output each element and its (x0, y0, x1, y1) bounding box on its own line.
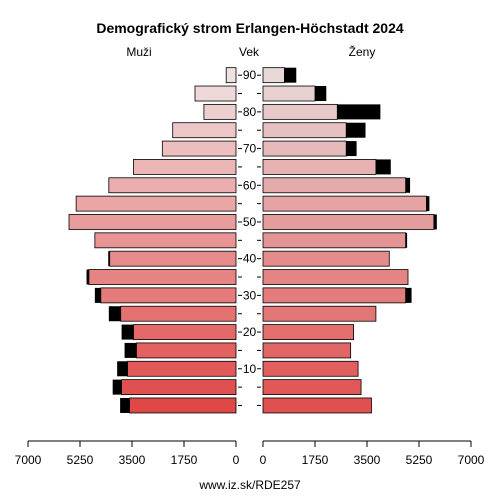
female-bar-10-14 (262, 360, 359, 377)
female-bar-15-19 (262, 342, 352, 359)
age-axis: 90 80 70 60 50 40 30 20 10 (238, 68, 261, 406)
age-tick-label: 10 (243, 362, 257, 376)
female-surplus-75-79 (346, 122, 366, 138)
male-bar-25-29 (120, 305, 237, 322)
age-tick-label: 40 (243, 252, 257, 266)
female-bar-25-29 (262, 305, 377, 322)
female-bar-70-74 (262, 140, 347, 157)
male-surplus-35-39 (86, 269, 89, 285)
age-tick-label: 70 (243, 142, 257, 156)
female-bar-50-54 (262, 214, 435, 230)
chart-title: Demografický strom Erlangen-Höchstadt 20… (96, 20, 404, 36)
female-bar-20-24 (262, 324, 355, 340)
male-x-tick-label: 0 (233, 453, 240, 467)
age-tick-label: 50 (243, 215, 257, 229)
male-bar-50-54 (68, 214, 237, 230)
male-bar-60-64 (108, 177, 237, 194)
age-tick-label: 20 (243, 325, 257, 339)
male-bar-5-9 (121, 379, 237, 396)
female-bars (262, 67, 437, 414)
male-bar-0-4 (129, 397, 237, 414)
male-surplus-30-34 (94, 287, 101, 303)
female-bar-75-79 (262, 122, 347, 139)
female-x-tick-label: 0 (260, 453, 267, 467)
age-tick-label: 30 (243, 288, 257, 302)
male-bar-90+ (225, 67, 237, 84)
male-bar-20-24 (133, 324, 237, 340)
female-label: Ženy (349, 44, 376, 59)
age-tick-label: 90 (243, 68, 257, 82)
female-x-axis: 0 1750 3500 5250 7000 (260, 440, 485, 467)
female-bar-0-4 (262, 397, 372, 414)
female-bar-55-59 (262, 195, 427, 212)
male-bar-10-14 (127, 360, 237, 377)
female-surplus-65-69 (375, 159, 391, 175)
female-surplus-30-34 (405, 287, 412, 303)
age-tick-label: 60 (243, 178, 257, 192)
male-bar-75-79 (172, 122, 237, 139)
male-x-tick-label: 5250 (67, 453, 94, 467)
male-x-axis: 7000 5250 3500 1750 0 (15, 440, 240, 467)
female-surplus-55-59 (426, 196, 430, 212)
male-x-tick-label: 3500 (119, 453, 146, 467)
female-x-tick-label: 7000 (458, 453, 485, 467)
female-bar-65-69 (262, 159, 377, 175)
male-surplus-0-4 (120, 397, 130, 413)
male-bar-65-69 (133, 159, 237, 175)
male-surplus-20-24 (121, 324, 134, 340)
female-surplus-60-64 (405, 177, 411, 193)
male-surplus-10-14 (117, 361, 128, 377)
male-x-tick-label: 1750 (171, 453, 198, 467)
female-bar-40-44 (262, 250, 390, 267)
age-tick-label: 80 (243, 105, 257, 119)
male-bar-70-74 (161, 140, 237, 157)
male-bar-35-39 (88, 269, 237, 285)
male-surplus-5-9 (112, 379, 122, 395)
female-x-tick-label: 5250 (406, 453, 433, 467)
male-surplus-15-19 (124, 342, 137, 358)
female-bar-30-34 (262, 287, 407, 304)
male-label: Muži (126, 45, 151, 59)
female-surplus-50-54 (433, 214, 437, 230)
female-bar-60-64 (262, 177, 407, 194)
female-surplus-80-84 (337, 104, 381, 120)
female-surplus-70-74 (346, 141, 357, 157)
male-bar-80-84 (203, 103, 237, 120)
male-surplus-40-44 (108, 251, 110, 267)
male-bar-55-59 (75, 195, 237, 212)
male-bars (68, 67, 237, 414)
male-bar-30-34 (100, 287, 237, 304)
male-x-tick-label: 7000 (15, 453, 42, 467)
female-x-tick-label: 3500 (354, 453, 381, 467)
footer-source: www.iz.sk/RDE257 (198, 478, 301, 492)
male-bar-85-89 (194, 85, 237, 102)
female-surplus-45-49 (405, 232, 408, 248)
female-surplus-85-89 (315, 86, 327, 102)
female-bar-90+ (262, 67, 285, 84)
female-x-tick-label: 1750 (302, 453, 329, 467)
female-bar-85-89 (262, 85, 316, 102)
female-bar-35-39 (262, 269, 409, 285)
female-bar-45-49 (262, 232, 407, 249)
male-bar-15-19 (136, 342, 237, 359)
female-surplus-90+ (284, 67, 297, 83)
female-bar-5-9 (262, 379, 362, 396)
male-surplus-25-29 (108, 306, 121, 322)
male-bar-40-44 (109, 250, 237, 267)
female-bar-80-84 (262, 103, 338, 120)
age-label: Vek (239, 45, 260, 59)
male-bar-45-49 (94, 232, 237, 249)
